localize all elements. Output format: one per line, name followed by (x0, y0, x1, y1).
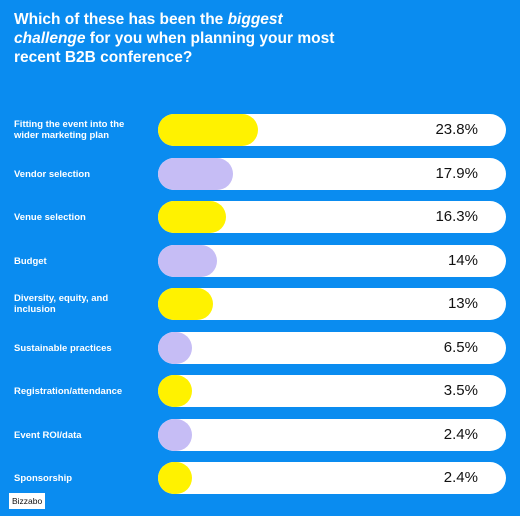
bar (158, 201, 227, 233)
category-label: Venue selection (14, 211, 86, 223)
title-part-2: for you when planning your most recent B… (14, 30, 335, 66)
bar (158, 288, 213, 320)
category-label: Fitting the event into the wider marketi… (14, 119, 125, 141)
bar (158, 332, 192, 364)
value-label: 13% (447, 295, 478, 312)
value-label: 16.3% (435, 208, 478, 225)
chart-title: Which of these has been the biggest chal… (14, 10, 344, 67)
value-label: 6.5% (443, 339, 478, 356)
category-label: Registration/attendance (14, 385, 123, 397)
category-label: Diversity, equity, and inclusion (14, 293, 109, 315)
bar (158, 419, 192, 451)
value-label: 3.5% (443, 382, 478, 399)
bar (158, 375, 192, 407)
category-label: Sustainable practices (14, 342, 112, 354)
title-part-1: Which of these has been the (14, 11, 228, 28)
bar-track: 3.5% (158, 375, 506, 407)
value-label: 2.4% (443, 469, 478, 486)
bizzabo-logo: Bizzabo (9, 493, 46, 509)
bar-track: 2.4% (158, 462, 506, 494)
bar-track: 16.3% (158, 201, 506, 233)
bar-track: 14% (158, 245, 506, 277)
bar-track: 2.4% (158, 419, 506, 451)
bar-track: 6.5% (158, 332, 506, 364)
bar-track: 17.9% (158, 158, 506, 190)
value-label: 23.8% (435, 121, 478, 138)
title-emphasis: biggest challenge (14, 11, 283, 47)
bar (158, 114, 258, 146)
category-label: Budget (14, 255, 47, 267)
bar (158, 158, 234, 190)
value-label: 14% (447, 252, 478, 269)
bar-track: 23.8% (158, 114, 506, 146)
category-label: Event ROI/data (14, 429, 82, 441)
category-label: Vendor selection (14, 168, 91, 180)
value-label: 2.4% (443, 426, 478, 443)
bar-track: 13% (158, 288, 506, 320)
bar (158, 245, 217, 277)
value-label: 17.9% (435, 165, 478, 182)
category-label: Sponsorship (14, 472, 73, 484)
bar (158, 462, 192, 494)
